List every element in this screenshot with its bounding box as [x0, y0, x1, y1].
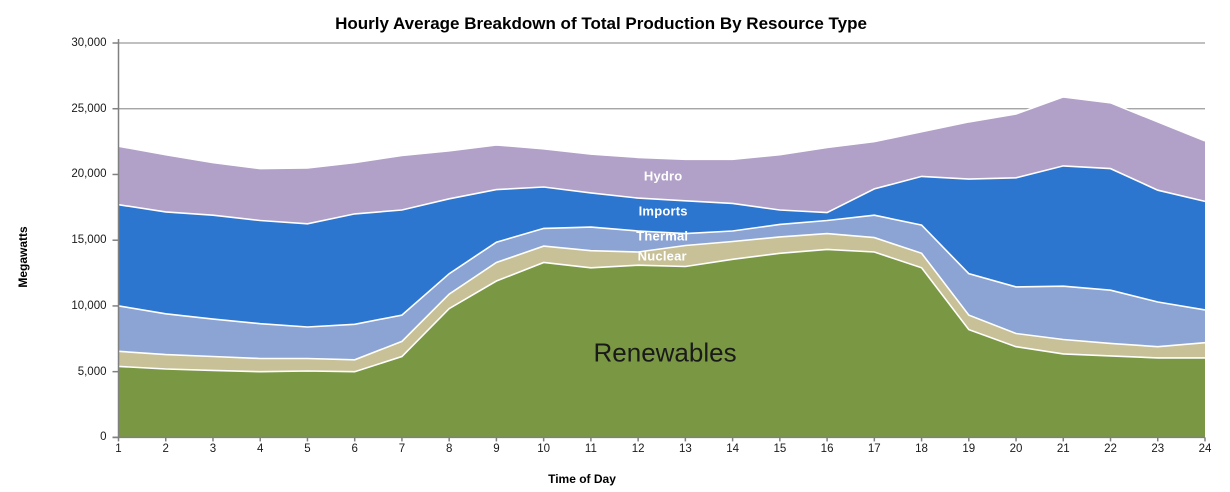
- x-tick-label: 18: [915, 443, 928, 456]
- x-tick-label: 5: [304, 443, 311, 456]
- y-tick-label: 20,000: [71, 168, 107, 181]
- x-tick-label: 19: [962, 443, 976, 456]
- x-tick-label: 14: [726, 443, 739, 456]
- x-tick-label: 7: [398, 443, 406, 456]
- x-tick-label: 24: [1198, 443, 1212, 456]
- x-tick-label: 20: [1009, 443, 1023, 456]
- series-label-renewables: Renewables: [593, 337, 737, 368]
- x-tick-label: 17: [867, 443, 881, 456]
- x-tick-label: 23: [1151, 443, 1165, 456]
- x-tick-label: 8: [445, 443, 453, 456]
- y-tick-label: 25,000: [71, 102, 107, 115]
- separator-thermal: [118, 214, 1206, 328]
- x-tick-label: 13: [678, 443, 692, 456]
- y-tick-label: 10,000: [71, 299, 107, 312]
- series-label-nuclear: Nuclear: [637, 248, 687, 264]
- x-tick-label: 9: [493, 443, 500, 456]
- y-tick-label: 0: [100, 431, 107, 444]
- x-tick-label: 1: [115, 443, 122, 456]
- x-tick-label: 21: [1056, 443, 1070, 456]
- area-hydro: [118, 96, 1205, 224]
- series-label-hydro: Hydro: [643, 168, 683, 184]
- separator-imports: [118, 165, 1206, 225]
- x-tick-label: 16: [820, 443, 834, 456]
- y-tick-label: 30,000: [71, 37, 107, 49]
- x-tick-label: 10: [537, 443, 551, 456]
- separator-hydro: [118, 96, 1206, 170]
- x-tick-label: 12: [631, 443, 645, 456]
- y-tick-label: 5,000: [77, 365, 107, 378]
- x-tick-label: 11: [584, 443, 597, 456]
- x-tick-label: 6: [351, 443, 358, 456]
- x-tick-label: 2: [162, 443, 169, 456]
- y-tick-label: 15,000: [71, 234, 107, 247]
- series-label-thermal: Thermal: [636, 228, 689, 244]
- x-tick-label: 22: [1104, 443, 1117, 456]
- area-imports: [118, 165, 1205, 327]
- separator-renewables: [118, 248, 1205, 373]
- area-thermal: [118, 215, 1205, 360]
- area-renewables: [118, 249, 1205, 438]
- series-label-imports: Imports: [638, 203, 688, 219]
- x-axis-title: Time of Day: [548, 472, 616, 486]
- x-tick-label: 3: [209, 443, 217, 456]
- x-tick-label: 4: [257, 443, 264, 456]
- separator-nuclear: [118, 232, 1206, 361]
- chart-title: Hourly Average Breakdown of Total Produc…: [335, 14, 867, 33]
- x-tick-label: 15: [773, 443, 787, 456]
